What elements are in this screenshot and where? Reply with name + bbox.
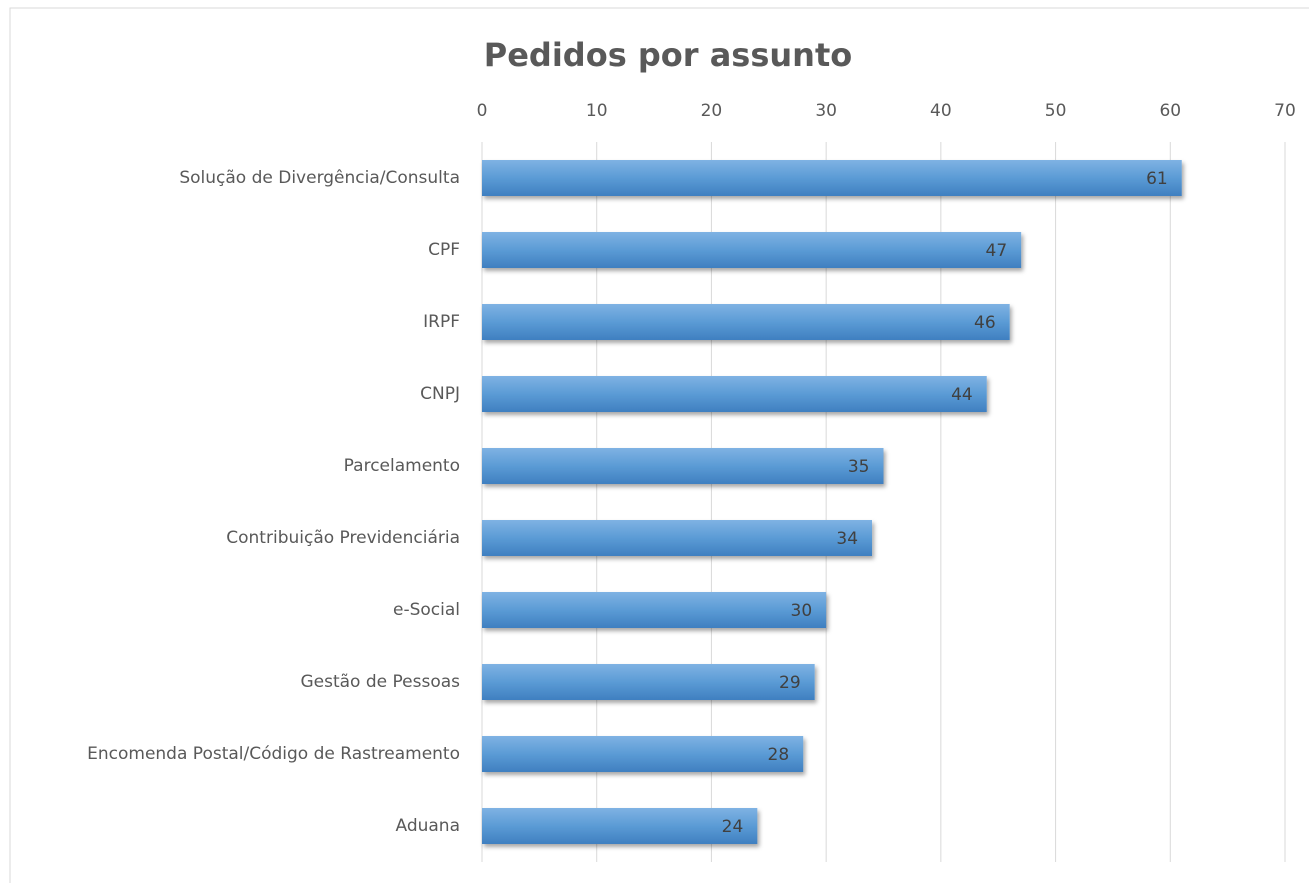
x-tick-label: 50 xyxy=(1045,101,1067,121)
bar xyxy=(482,592,827,628)
y-tick-label: Encomenda Postal/Código de Rastreamento xyxy=(87,744,460,764)
value-label: 46 xyxy=(974,313,996,333)
bar xyxy=(482,664,815,700)
y-tick-label: Solução de Divergência/Consulta xyxy=(179,168,460,188)
value-label: 30 xyxy=(791,601,813,621)
value-label: 44 xyxy=(951,385,973,405)
bar xyxy=(482,448,884,484)
y-tick-label: IRPF xyxy=(423,312,460,332)
value-label: 34 xyxy=(836,529,858,549)
y-tick-label: Gestão de Pessoas xyxy=(300,672,460,692)
x-tick-label: 30 xyxy=(815,101,837,121)
y-tick-label: Contribuição Previdenciária xyxy=(226,528,460,548)
value-label: 35 xyxy=(848,457,870,477)
y-tick-label: CNPJ xyxy=(420,384,460,404)
chart-title: Pedidos por assunto xyxy=(484,36,852,74)
y-tick-label: CPF xyxy=(428,240,460,260)
value-label: 61 xyxy=(1146,169,1168,189)
y-tick-label: Aduana xyxy=(395,816,460,836)
value-label: 28 xyxy=(768,745,790,765)
x-tick-label: 70 xyxy=(1274,101,1296,121)
y-tick-label: Parcelamento xyxy=(344,456,460,476)
bar xyxy=(482,808,758,844)
x-tick-label: 10 xyxy=(586,101,608,121)
y-tick-label: e-Social xyxy=(393,600,460,620)
bar xyxy=(482,736,804,772)
x-tick-label: 40 xyxy=(930,101,952,121)
bar xyxy=(482,304,1010,340)
x-tick-label: 20 xyxy=(701,101,723,121)
bar xyxy=(482,160,1182,196)
bar xyxy=(482,520,873,556)
value-label: 47 xyxy=(986,241,1008,261)
value-label: 29 xyxy=(779,673,801,693)
bar xyxy=(482,232,1022,268)
bar xyxy=(482,376,987,412)
value-label: 24 xyxy=(722,817,744,837)
x-tick-label: 60 xyxy=(1159,101,1181,121)
x-tick-label: 0 xyxy=(477,101,488,121)
